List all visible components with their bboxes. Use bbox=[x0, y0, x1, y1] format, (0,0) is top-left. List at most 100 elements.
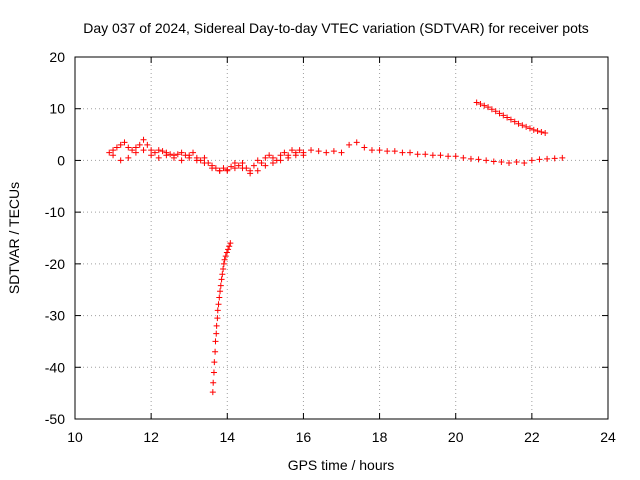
data-point bbox=[190, 149, 197, 156]
data-point bbox=[212, 348, 219, 355]
data-point bbox=[330, 148, 337, 155]
data-point bbox=[477, 101, 484, 108]
y-tick-labels: 20 10 0 -10 -20 -30 -40 -50 bbox=[45, 49, 65, 427]
x-tick-label: 18 bbox=[372, 429, 388, 445]
x-tick-label: 12 bbox=[143, 429, 159, 445]
data-point bbox=[201, 160, 208, 167]
data-point bbox=[216, 294, 223, 301]
data-point bbox=[250, 162, 257, 169]
data-point bbox=[210, 379, 217, 386]
data-point bbox=[538, 128, 545, 135]
data-point bbox=[500, 112, 507, 119]
series bbox=[209, 240, 234, 396]
data-point bbox=[490, 158, 497, 165]
data-point bbox=[353, 139, 360, 146]
data-point bbox=[247, 170, 254, 177]
data-point bbox=[209, 389, 216, 396]
data-point bbox=[254, 167, 261, 174]
data-point bbox=[212, 338, 219, 345]
data-point bbox=[129, 147, 136, 154]
data-point bbox=[222, 253, 229, 260]
data-point bbox=[113, 144, 120, 151]
y-tick-label: -40 bbox=[45, 359, 65, 375]
data-point bbox=[496, 110, 503, 117]
data-point bbox=[216, 167, 223, 174]
series bbox=[110, 147, 307, 177]
data-point bbox=[235, 162, 242, 169]
x-tick-labels: 10 12 14 16 18 20 22 24 bbox=[67, 429, 616, 445]
data-point bbox=[220, 165, 227, 172]
data-point bbox=[559, 154, 566, 161]
data-point bbox=[422, 151, 429, 158]
data-point bbox=[266, 152, 273, 159]
data-point bbox=[231, 165, 238, 172]
data-point bbox=[488, 106, 495, 113]
data-point bbox=[300, 152, 307, 159]
data-point bbox=[210, 369, 217, 376]
y-tick-label: -50 bbox=[45, 411, 65, 427]
data-point bbox=[526, 125, 533, 132]
data-point bbox=[521, 160, 528, 167]
data-point bbox=[178, 149, 185, 156]
data-point bbox=[338, 149, 345, 156]
data-point bbox=[110, 152, 117, 159]
x-tick-label: 22 bbox=[524, 429, 540, 445]
data-point bbox=[519, 122, 526, 129]
data-point bbox=[215, 301, 222, 308]
data-point bbox=[148, 147, 155, 154]
data-point bbox=[399, 149, 406, 156]
series bbox=[106, 136, 566, 174]
data-point bbox=[460, 154, 467, 161]
data-point bbox=[483, 157, 490, 164]
data-point bbox=[136, 141, 143, 148]
plot-frame bbox=[74, 56, 609, 420]
data-point bbox=[226, 243, 233, 250]
data-point bbox=[220, 266, 227, 273]
data-point bbox=[346, 141, 353, 148]
data-point bbox=[376, 147, 383, 154]
data-point bbox=[277, 152, 284, 159]
data-point bbox=[106, 149, 113, 156]
data-point bbox=[132, 144, 139, 151]
y-tick-label: 20 bbox=[49, 49, 65, 65]
data-point bbox=[475, 156, 482, 163]
data-point bbox=[221, 256, 228, 263]
x-tick-label: 20 bbox=[448, 429, 464, 445]
data-point bbox=[220, 260, 227, 267]
data-point bbox=[132, 149, 139, 156]
data-point bbox=[536, 156, 543, 163]
data-markers bbox=[106, 99, 566, 396]
data-point bbox=[391, 148, 398, 155]
data-point bbox=[292, 152, 299, 159]
data-point bbox=[193, 157, 200, 164]
data-point bbox=[254, 157, 261, 164]
data-point bbox=[262, 162, 269, 169]
data-point bbox=[308, 147, 315, 154]
y-tick-label: 10 bbox=[49, 101, 65, 117]
data-point bbox=[214, 307, 221, 314]
data-point bbox=[144, 141, 151, 148]
data-point bbox=[258, 160, 265, 167]
data-point bbox=[323, 149, 330, 156]
x-tick-label: 16 bbox=[296, 429, 312, 445]
data-point bbox=[140, 147, 147, 154]
data-point bbox=[542, 130, 549, 137]
y-tick-label: -10 bbox=[45, 204, 65, 220]
data-point bbox=[163, 152, 170, 159]
data-point bbox=[528, 157, 535, 164]
data-point bbox=[473, 99, 480, 106]
data-point bbox=[223, 249, 230, 256]
chart-title: Day 037 of 2024, Sidereal Day-to-day VTE… bbox=[83, 20, 589, 36]
data-point bbox=[429, 152, 436, 159]
data-point bbox=[117, 141, 124, 148]
data-point bbox=[281, 149, 288, 156]
data-point bbox=[228, 163, 235, 170]
data-point bbox=[213, 322, 220, 329]
data-point bbox=[452, 153, 459, 160]
data-point bbox=[151, 149, 158, 156]
x-axis-label: GPS time / hours bbox=[288, 457, 395, 473]
data-point bbox=[414, 151, 421, 158]
data-point bbox=[239, 160, 246, 167]
data-point bbox=[227, 240, 234, 247]
